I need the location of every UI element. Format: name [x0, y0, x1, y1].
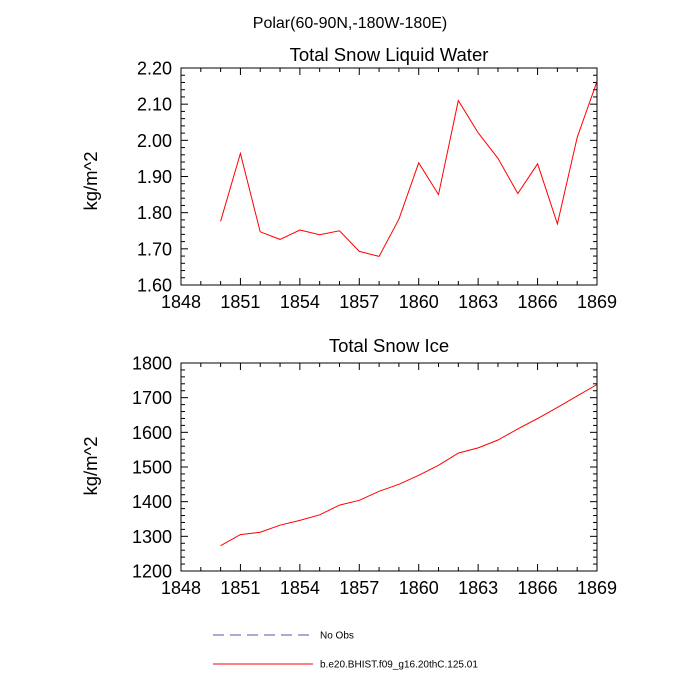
y-tick-label: 1.90 [137, 167, 172, 187]
y-tick-label: 1.80 [137, 203, 172, 223]
legend-label-no-obs: No Obs [320, 631, 354, 642]
figure-title: Polar(60-90N,-180W-180E) [253, 15, 447, 32]
y-tick-label: 2.00 [137, 131, 172, 151]
snow-ice-ticks: 1848 1851 1854 1857 1860 1863 1866 1869 1200 1300… [132, 354, 617, 599]
y-tick-label: 1800 [132, 354, 172, 374]
x-tick-label: 1863 [458, 292, 498, 312]
x-tick-label: 1848 [161, 292, 201, 312]
series-line [220, 81, 598, 257]
series-line [220, 384, 598, 547]
liquid-water-ylabel: kg/m^2 [80, 151, 101, 210]
liquid-water-series [220, 81, 598, 257]
legend-label-model-run: b.e20.BHIST.f09_g16.20thC.125.01 [320, 660, 478, 671]
y-tick-label: 1.60 [137, 276, 172, 296]
y-tick-label: 1500 [132, 458, 172, 478]
x-tick-label: 1866 [518, 578, 558, 598]
liquid-water-title: Total Snow Liquid Water [290, 44, 489, 65]
legend-entry-model-run: b.e20.BHIST.f09_g16.20thC.125.01 [213, 660, 478, 671]
x-tick-label: 1851 [220, 578, 260, 598]
x-tick-label: 1851 [220, 292, 260, 312]
snow-ice-ylabel: kg/m^2 [80, 436, 101, 495]
liquid-water-panel: Total Snow Liquid Water kg/m^2 1848 1851 1… [80, 44, 617, 312]
x-tick-label: 1848 [161, 578, 201, 598]
x-tick-label: 1860 [399, 292, 439, 312]
y-tick-label: 1.70 [137, 239, 172, 259]
y-tick-label: 1400 [132, 492, 172, 512]
y-tick-label: 2.10 [137, 95, 172, 115]
x-tick-label: 1863 [458, 578, 498, 598]
x-tick-label: 1857 [339, 578, 379, 598]
legend-entry-no-obs: No Obs [213, 631, 354, 642]
x-tick-label: 1860 [399, 578, 439, 598]
x-tick-label: 1866 [518, 292, 558, 312]
y-tick-label: 1300 [132, 527, 172, 547]
y-tick-label: 2.20 [137, 59, 172, 79]
y-tick-label: 1600 [132, 423, 172, 443]
x-tick-label: 1857 [339, 292, 379, 312]
y-tick-label: 1200 [132, 562, 172, 582]
liquid-water-ticks: 1848 1851 1854 1857 1860 1863 1866 1869 1.60 1.70… [137, 59, 617, 313]
snow-ice-panel: Total Snow Ice kg/m^2 1848 1851 1854 1857 18… [80, 335, 617, 598]
x-tick-label: 1869 [577, 292, 617, 312]
x-tick-label: 1869 [577, 578, 617, 598]
x-tick-label: 1854 [280, 292, 320, 312]
legend: No Obs b.e20.BHIST.f09_g16.20thC.125.01 [213, 631, 478, 671]
snow-ice-series [220, 384, 598, 547]
liquid-water-plot-frame [180, 67, 598, 286]
x-tick-label: 1854 [280, 578, 320, 598]
snow-ice-plot-frame [180, 362, 598, 572]
y-tick-label: 1700 [132, 388, 172, 408]
snow-ice-title: Total Snow Ice [329, 335, 449, 356]
